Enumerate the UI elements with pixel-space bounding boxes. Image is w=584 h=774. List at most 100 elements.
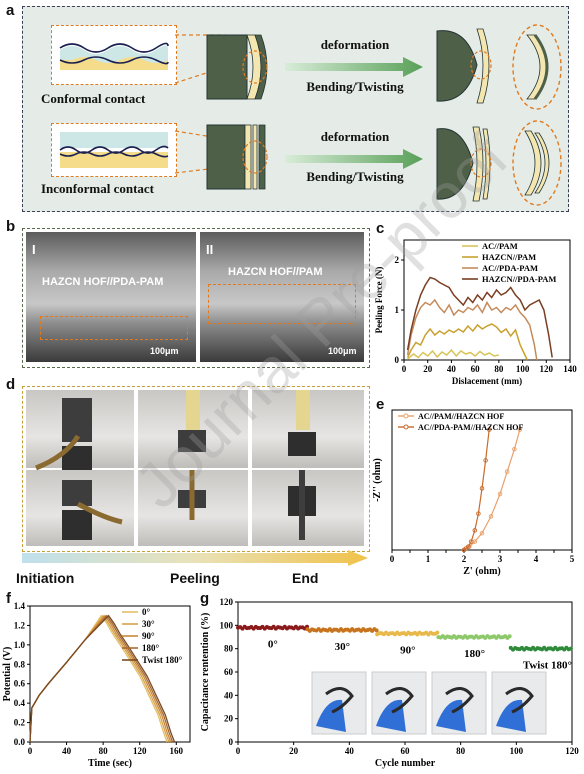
- x-tick-label: 4: [534, 554, 539, 564]
- deformation-arrow-top: [285, 57, 423, 77]
- x-tick-label: 0: [28, 746, 33, 756]
- y-tick-label: 0.4: [14, 698, 26, 708]
- series-point-0: [479, 530, 485, 536]
- device-strip: [505, 687, 534, 714]
- panel-b-letter: b: [6, 218, 16, 235]
- y-tick-label: 1.0: [14, 640, 26, 650]
- deformation-arrow-bottom: [285, 149, 423, 169]
- series-point-1: [479, 486, 485, 491]
- legend-marker: [403, 424, 409, 430]
- series-point-0: [497, 491, 503, 497]
- series-line-0: [407, 348, 500, 360]
- chart-e-nyquist: 0 1 2 3 4 5 Z' (ohm) -Z'' (ohm) AC//PAM//HAZCN H…: [372, 409, 575, 577]
- series-point-1: [483, 458, 488, 463]
- x-tick-label: 80: [494, 364, 504, 374]
- x-tick-label: 0: [402, 364, 407, 374]
- legend-label: HAZCN//PAM: [482, 252, 536, 262]
- series-point-0: [488, 514, 494, 519]
- sem-image-1: I HAZCN HOF//PDA-PAM 100μm: [26, 232, 196, 362]
- x-tick-label: 20: [289, 746, 299, 756]
- y-tick-label: 1.2: [14, 620, 26, 630]
- series-line-1: [406, 323, 528, 361]
- series-line-1: [463, 429, 490, 551]
- y-tick-label: 0.0: [14, 737, 26, 747]
- x-axis-label: Z' (ohm): [463, 566, 501, 577]
- x-tick-label: 1: [426, 554, 431, 564]
- x-tick-label: 140: [563, 364, 577, 374]
- series-point-1: [374, 628, 379, 633]
- x-tick-label: 160: [170, 746, 184, 756]
- series-line-2: [406, 298, 538, 361]
- sem-image-1-roman: I: [32, 242, 36, 257]
- y-tick-label: 0: [395, 355, 400, 365]
- x-tick-label: 120: [565, 746, 579, 756]
- chart-f-gcd: 0 40 80 120 160 0.0 0.2 0.4 0.6 0.8 1.0 1.2 1.4 Time …: [2, 601, 191, 769]
- sem-image-2-scale: 100μm: [328, 346, 357, 356]
- conformal-contact-illustration: [59, 36, 169, 74]
- peel-photo-overlay: [35, 390, 316, 540]
- x-tick-label: 40: [447, 364, 457, 374]
- series-point-0: [504, 469, 510, 474]
- y-tick-label: 2: [395, 255, 400, 265]
- x-tick-label: 2: [462, 554, 467, 564]
- flat-device-bottom: [206, 124, 268, 190]
- inconformal-contact-box: [51, 123, 177, 177]
- series-line-4: [29, 614, 176, 743]
- sem-image-2: II HAZCN HOF//PAM 100μm: [200, 232, 364, 362]
- x-tick-label: 80: [456, 746, 466, 756]
- y-tick-label: 40: [224, 690, 234, 700]
- series-line-3: [406, 276, 553, 358]
- chart-c-peeling-force: 0 20 40 60 80 100 120 140 0 1 2 Dislacement (mm) Pee…: [374, 239, 577, 386]
- sem-image-2-highlight: [208, 284, 356, 324]
- inconformal-contact-illustration: [59, 132, 169, 168]
- y-tick-label: 100: [220, 620, 234, 630]
- chart-g-retention: 0 20 40 60 80 100 120 0 20 40 60 80 100 120 Cycle numb…: [200, 597, 579, 769]
- legend-label: AC//PAM//HAZCN HOF: [418, 412, 504, 421]
- panel-g-letter: g: [200, 590, 210, 607]
- panel-c-letter: c: [376, 220, 385, 237]
- plot-frame: [29, 605, 191, 743]
- series-point-2: [435, 630, 440, 635]
- x-tick-label: 40: [345, 746, 355, 756]
- x-tick-label: 3: [498, 554, 503, 564]
- series-point-1: [466, 544, 471, 549]
- y-axis-label: Capacitance rentention (%): [200, 613, 211, 732]
- x-tick-label: 120: [133, 746, 147, 756]
- series-point-1: [472, 528, 478, 533]
- device-strip: [325, 687, 354, 714]
- y-tick-label: 0.6: [14, 679, 26, 689]
- panel-d-letter: d: [6, 376, 16, 393]
- series-label: 30°: [335, 641, 350, 653]
- sem-image-1-highlight: [40, 316, 188, 340]
- deformation-label-bottom: deformation: [320, 129, 390, 144]
- panel-e-letter: e: [376, 396, 385, 413]
- series-point-0: [517, 427, 523, 432]
- bending-label-top: Bending/Twisting: [306, 79, 404, 94]
- step-peeling: Peeling: [170, 570, 220, 586]
- y-axis-label: -Z'' (ohm): [372, 458, 383, 502]
- x-tick-label: 20: [423, 364, 433, 374]
- series-label: 180°: [464, 648, 485, 660]
- panel-a-schematic: Conformal contact Inconformal contact: [22, 6, 569, 212]
- x-tick-label: 100: [510, 746, 524, 756]
- series-point-1: [468, 539, 474, 544]
- panel-a-letter: a: [6, 2, 15, 19]
- series-label: Twist 180°: [523, 660, 572, 672]
- conformal-contact-box: [51, 25, 177, 85]
- x-axis-label: Dislacement (mm): [452, 376, 522, 386]
- y-tick-label: 0: [229, 737, 234, 747]
- x-tick-label: 0: [390, 554, 395, 564]
- step-initiation: Initiation: [16, 570, 75, 586]
- device-strip: [445, 687, 474, 714]
- x-axis-label: Cycle number: [375, 758, 436, 769]
- series-point-0: [512, 446, 517, 452]
- bending-label-bottom: Bending/Twisting: [306, 169, 404, 184]
- legend-label: Twist 180°: [142, 655, 183, 665]
- x-axis-label: Time (sec): [88, 758, 132, 769]
- x-tick-label: 60: [471, 364, 481, 374]
- y-tick-label: 120: [220, 597, 234, 607]
- y-tick-label: 80: [224, 644, 234, 654]
- x-tick-label: 40: [62, 746, 72, 756]
- sem-image-2-roman: II: [206, 242, 214, 257]
- series-point-1: [486, 427, 492, 432]
